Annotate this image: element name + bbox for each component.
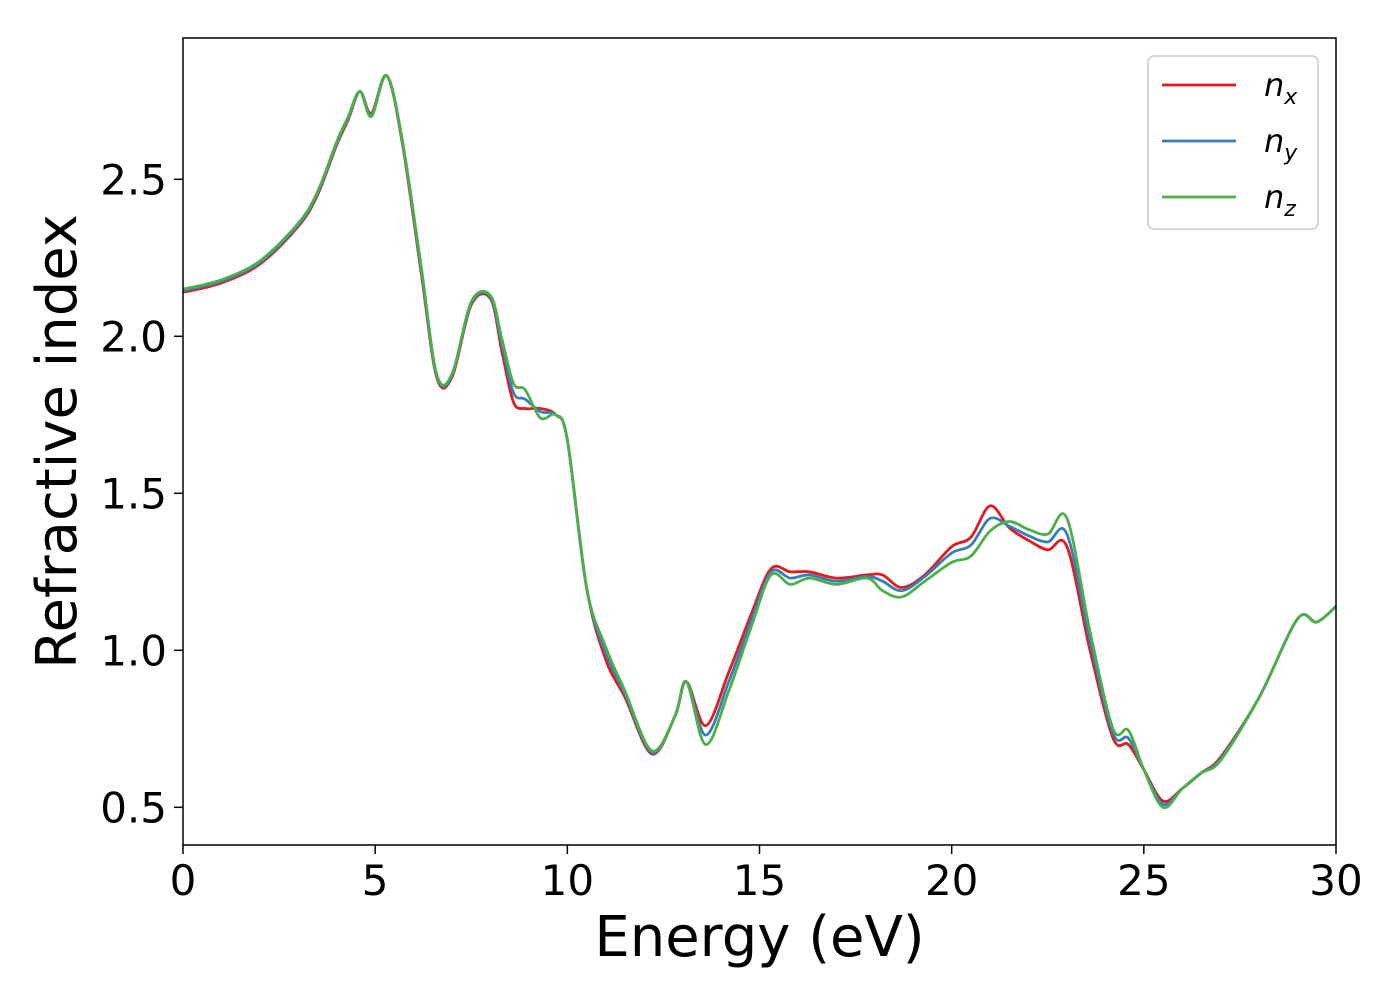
- series-line-z: [183, 74, 1336, 810]
- y-axis-label: Refractive index: [25, 214, 90, 669]
- x-tick-label: 5: [362, 856, 389, 905]
- legend-label-x: nx: [1264, 66, 1298, 110]
- y-tick-label: 0.5: [100, 783, 167, 832]
- y-tick-label: 2.0: [100, 312, 167, 361]
- legend-box: [1147, 55, 1319, 230]
- y-tick-label: 1.5: [100, 469, 167, 518]
- legend-label-z: nz: [1264, 178, 1296, 222]
- y-axis-ticks: 0.5 1.0 1.5 2.0 2.5: [100, 155, 183, 832]
- x-tick-label: 30: [1309, 856, 1362, 905]
- x-tick-label: 10: [541, 856, 594, 905]
- x-axis-label: Energy (eV): [594, 905, 924, 970]
- y-tick-label: 2.5: [100, 155, 167, 204]
- x-tick-label: 20: [925, 856, 978, 905]
- x-tick-label: 15: [733, 856, 786, 905]
- legend: nx ny nz: [1147, 55, 1319, 230]
- x-tick-label: 0: [170, 856, 197, 905]
- x-tick-label: 25: [1117, 856, 1170, 905]
- x-axis-ticks: 0 5 10 15 20 25 30: [170, 845, 1363, 905]
- series-layer: [183, 74, 1336, 810]
- legend-label-y: ny: [1264, 122, 1298, 166]
- y-tick-label: 1.0: [100, 626, 167, 675]
